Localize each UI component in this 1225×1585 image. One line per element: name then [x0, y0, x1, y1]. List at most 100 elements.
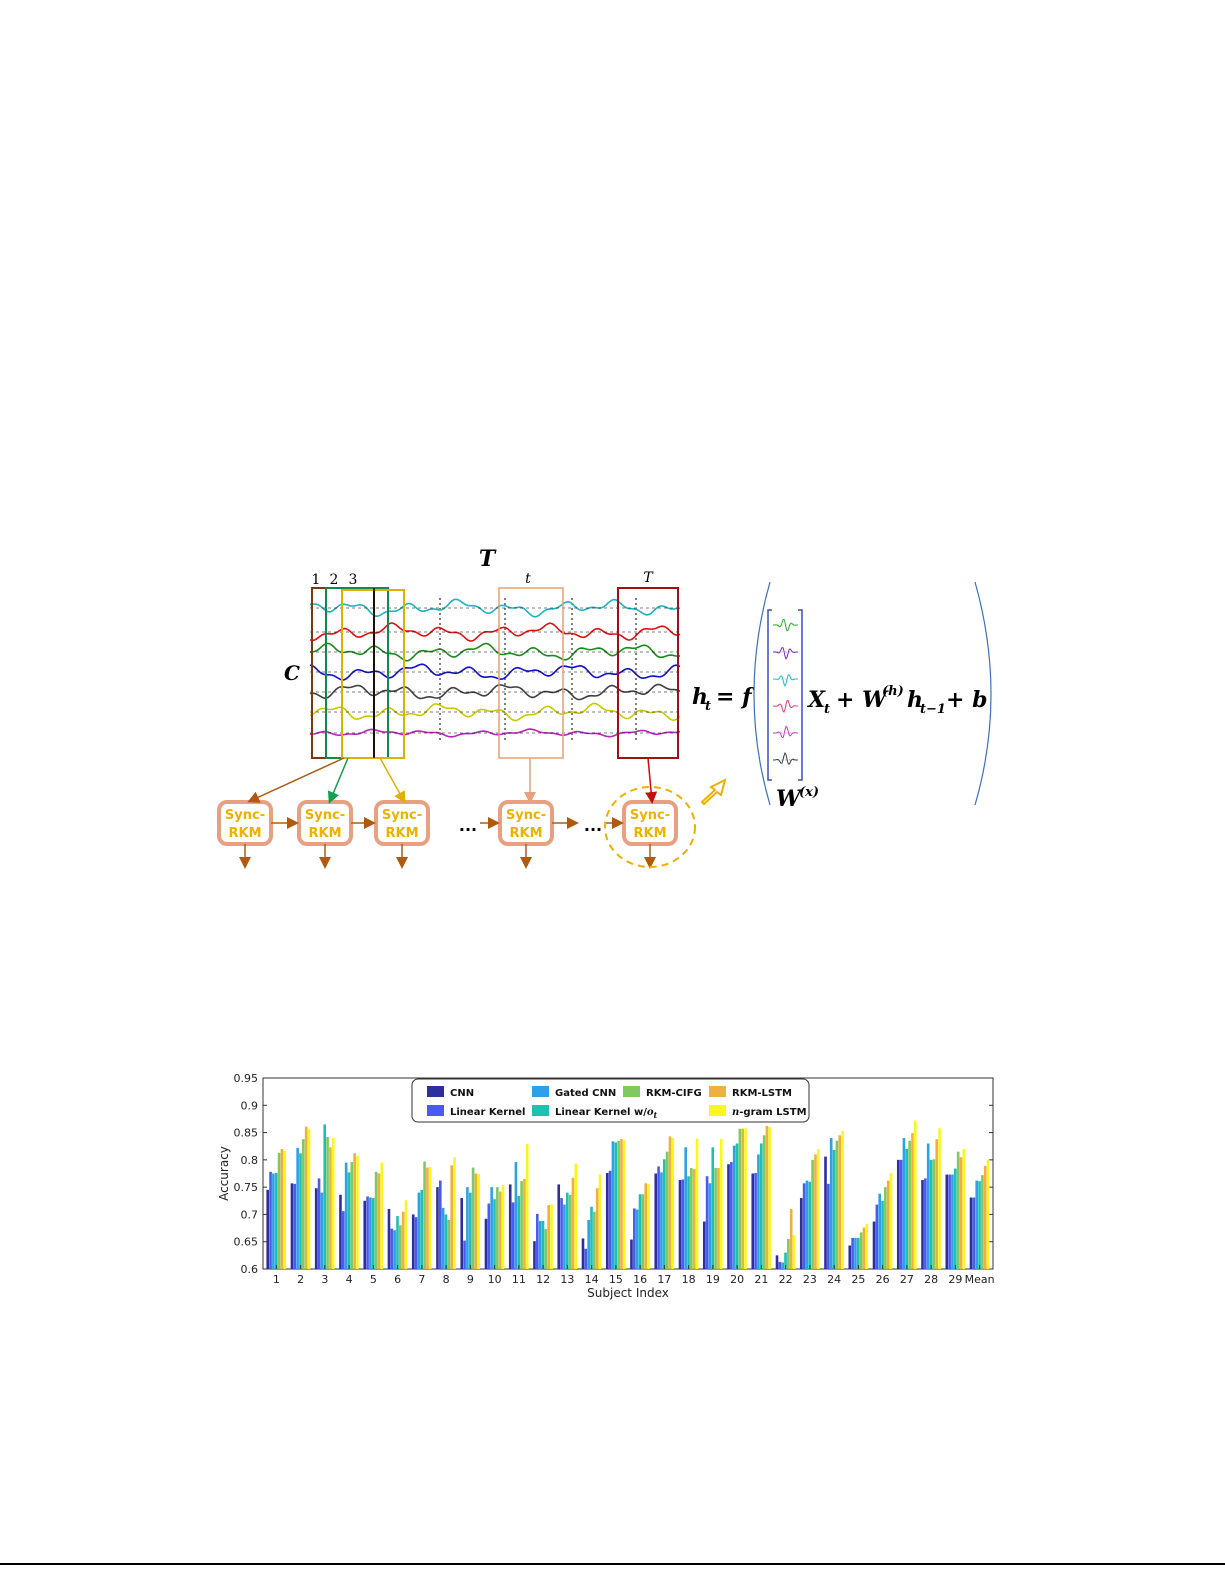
bar — [396, 1216, 399, 1269]
bar — [490, 1187, 493, 1269]
bar — [665, 1151, 669, 1269]
x-tick-label: 12 — [536, 1273, 550, 1286]
bar — [533, 1241, 536, 1269]
bar — [447, 1219, 451, 1269]
window-number-3: 3 — [349, 572, 358, 588]
bar — [514, 1162, 518, 1269]
x-tick-label: 11 — [512, 1273, 526, 1286]
bar — [581, 1238, 585, 1269]
bar — [266, 1189, 270, 1269]
bar — [341, 1211, 345, 1269]
bar — [789, 1208, 793, 1269]
bar-group-16 — [630, 1183, 650, 1269]
bar — [411, 1214, 415, 1269]
legend-label: RKM-LSTM — [732, 1088, 792, 1099]
matrix-left-bracket — [767, 609, 772, 781]
bar — [617, 1140, 620, 1269]
eq-h-sub: t — [705, 699, 711, 714]
bar — [550, 1204, 553, 1269]
bar — [884, 1187, 887, 1269]
x-tick-label: 15 — [609, 1273, 623, 1286]
bar — [921, 1180, 924, 1269]
bar — [778, 1261, 782, 1269]
window-number-2: 2 — [330, 572, 339, 588]
legend-item: n-gram LSTM — [709, 1105, 807, 1118]
bar — [687, 1176, 690, 1269]
x-tick-label: 7 — [418, 1273, 425, 1286]
legend-swatch — [709, 1086, 726, 1097]
bar — [563, 1204, 566, 1269]
bar — [875, 1204, 879, 1269]
bar — [881, 1200, 884, 1269]
bar — [471, 1167, 475, 1269]
x-tick-label: 2 — [297, 1273, 304, 1286]
bar — [878, 1193, 881, 1269]
sync-label: Sync- — [506, 808, 546, 823]
bar — [326, 1136, 329, 1269]
bar — [681, 1179, 685, 1269]
bar — [859, 1232, 863, 1269]
x-tick-label: 21 — [754, 1273, 768, 1286]
x-tick-label: 3 — [321, 1273, 328, 1286]
x-tick-label: 5 — [370, 1273, 377, 1286]
bar — [399, 1225, 402, 1269]
window-arrow-T — [645, 757, 658, 804]
bar — [523, 1178, 526, 1269]
legend-label: RKM-CIFG — [646, 1088, 702, 1099]
bar — [969, 1197, 973, 1269]
x-tick-label: 14 — [585, 1273, 599, 1286]
eq-wx: W — [776, 786, 803, 812]
C-label: C — [284, 661, 300, 685]
bar — [717, 1168, 720, 1269]
sync-label: Sync- — [630, 808, 670, 823]
bar — [428, 1166, 432, 1269]
window-2 — [325, 587, 389, 759]
bar — [493, 1199, 496, 1269]
bar — [838, 1135, 842, 1269]
bar — [584, 1248, 588, 1269]
bar — [768, 1127, 772, 1269]
bar — [630, 1239, 633, 1269]
bar — [692, 1169, 696, 1269]
filter-wavelet-3 — [773, 673, 798, 688]
bar — [387, 1208, 391, 1269]
window-number-1: 1 — [312, 572, 321, 588]
bar — [744, 1128, 747, 1269]
bar-group-25 — [848, 1223, 869, 1269]
bar — [460, 1198, 464, 1269]
legend-swatch — [427, 1086, 444, 1097]
x-tick-label: 1 — [273, 1273, 280, 1286]
bar — [590, 1206, 593, 1269]
x-tick-label: 19 — [706, 1273, 720, 1286]
bar — [905, 1148, 909, 1269]
bar — [808, 1181, 812, 1269]
bar — [848, 1245, 852, 1269]
bar — [914, 1120, 917, 1269]
bar-group-18 — [678, 1138, 699, 1269]
x-tick-label: 20 — [730, 1273, 744, 1286]
bar — [762, 1135, 766, 1269]
bar — [420, 1189, 424, 1269]
bar — [705, 1176, 709, 1269]
T-label: T — [479, 546, 497, 572]
bar — [962, 1148, 966, 1269]
bar — [714, 1168, 717, 1269]
bar — [775, 1255, 779, 1269]
x-tick-label: 24 — [827, 1273, 841, 1286]
bar — [702, 1221, 706, 1269]
bar — [754, 1172, 757, 1269]
bar — [668, 1136, 672, 1269]
bar — [541, 1220, 545, 1269]
bar — [587, 1219, 590, 1269]
highlight-ellipse — [604, 786, 696, 868]
bar — [366, 1196, 369, 1269]
left-paren — [753, 581, 771, 806]
bar — [314, 1188, 318, 1269]
x-axis-label: Subject Index — [587, 1286, 669, 1300]
bar — [929, 1159, 933, 1269]
sync-rkm-block-2: Sync- RKM — [297, 800, 353, 869]
bar — [280, 1148, 284, 1269]
bar — [498, 1191, 502, 1269]
bar — [865, 1223, 869, 1269]
bar-group-27 — [896, 1120, 917, 1269]
